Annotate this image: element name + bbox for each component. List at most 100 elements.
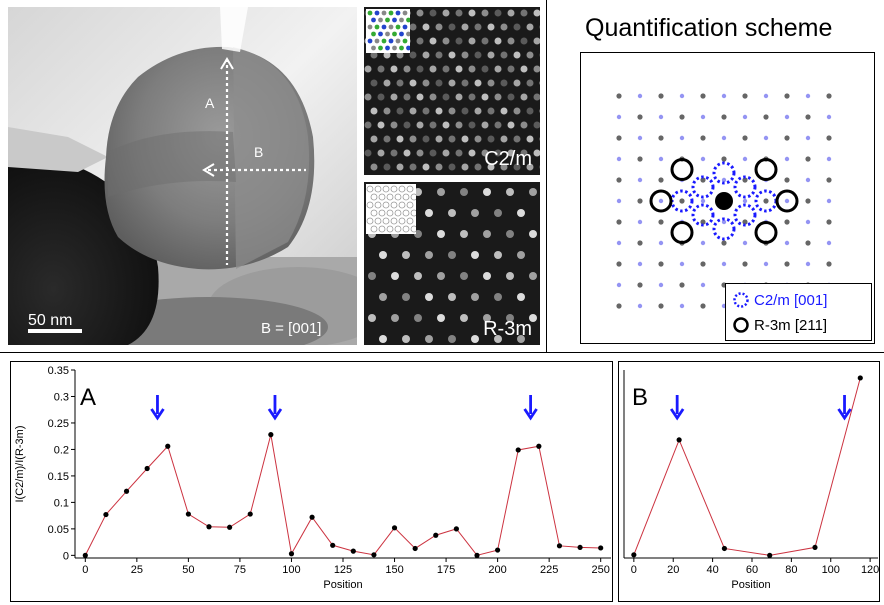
lattice-spot <box>826 261 832 267</box>
fft-spot <box>391 272 399 280</box>
lattice-spot <box>700 135 706 141</box>
lattice-spot <box>784 261 790 267</box>
fft-spot <box>539 165 540 169</box>
fft-spot <box>507 93 515 101</box>
fft-spot <box>520 149 528 157</box>
fft-spot <box>507 149 515 157</box>
fft-spot <box>474 79 482 87</box>
atom <box>402 38 408 44</box>
fft-spot <box>414 188 422 196</box>
y-axis-label: I(C2/m)/I(R-3m) <box>14 426 26 503</box>
central-beam <box>715 192 733 210</box>
fft-spot <box>422 163 430 171</box>
x-tick-label: 100 <box>282 564 300 576</box>
fft-spot <box>494 251 502 259</box>
scheme-panel: C2/m [001] R-3m [211] <box>580 52 875 344</box>
x-tick-label: 100 <box>822 564 840 576</box>
fft-spot <box>483 188 491 196</box>
scale-bar <box>28 329 82 333</box>
lattice-spot <box>742 93 748 99</box>
lattice-spot <box>721 93 727 99</box>
panel-label: A <box>80 384 96 411</box>
fft-spot <box>494 37 502 45</box>
fft-spot <box>513 107 521 115</box>
atom <box>370 193 378 201</box>
fft-spot <box>460 272 468 280</box>
fft-spot <box>533 93 540 101</box>
atom <box>406 185 414 193</box>
fft-spot <box>429 93 437 101</box>
fft-spot <box>506 230 514 238</box>
fft-spot <box>402 335 410 343</box>
fft-spot <box>390 93 398 101</box>
atom <box>374 217 382 225</box>
panel-label: B <box>632 384 648 411</box>
fft-spot <box>520 121 528 129</box>
fft-spot <box>461 23 469 31</box>
atom <box>395 10 401 16</box>
fft-spot <box>435 23 443 31</box>
fft-spot <box>425 335 433 343</box>
lattice-spot <box>826 198 832 204</box>
highlight-arrow <box>150 395 165 421</box>
lattice-spot <box>721 156 727 162</box>
lattice-spot <box>721 114 727 120</box>
fft-spot <box>442 37 450 45</box>
atom <box>402 193 410 201</box>
c2m-structure-inset <box>366 9 411 53</box>
y-tick-label: 0.3 <box>54 391 69 403</box>
fft-spot <box>425 251 433 259</box>
fft-spot <box>526 107 534 115</box>
lattice-spot <box>700 156 706 162</box>
data-point <box>412 545 418 552</box>
lattice-spot <box>679 282 685 288</box>
y-tick-label: 0.2 <box>54 444 69 456</box>
fft-panel-r3m: R-3m <box>364 182 540 345</box>
fft-spot <box>487 51 495 59</box>
lattice-spot <box>637 198 643 204</box>
atom <box>394 193 402 201</box>
fft-spot <box>383 135 391 143</box>
fft-spot <box>370 135 378 143</box>
fft-spot <box>422 79 430 87</box>
fft-spot <box>435 135 443 143</box>
fft-spot <box>500 107 508 115</box>
fft-spot <box>507 37 515 45</box>
fft-spot <box>448 293 456 301</box>
atom <box>381 10 387 16</box>
fft-spot <box>370 163 378 171</box>
lattice-spot <box>742 135 748 141</box>
fft-spot <box>529 230 537 238</box>
atom <box>366 201 374 209</box>
fft-spot <box>437 230 445 238</box>
fft-spot <box>448 107 456 115</box>
atom <box>406 217 414 225</box>
atom <box>398 185 406 193</box>
lattice-spot <box>826 135 832 141</box>
atom <box>398 217 406 225</box>
fft-spot <box>414 314 422 322</box>
fft-spot <box>461 135 469 143</box>
diffraction-scheme <box>616 93 832 309</box>
data-point <box>495 547 501 553</box>
atom <box>390 185 398 193</box>
lattice-spot <box>763 198 769 204</box>
fft-spot <box>507 65 515 73</box>
atom <box>382 185 390 193</box>
fft-spot <box>377 93 385 101</box>
lattice-spot <box>679 135 685 141</box>
fft-spot <box>471 335 479 343</box>
fft-spot <box>468 149 476 157</box>
lattice-spot <box>742 261 748 267</box>
lattice-spot <box>763 93 769 99</box>
fft-spot <box>442 121 450 129</box>
fft-spot <box>468 37 476 45</box>
fft-spot <box>494 93 502 101</box>
fft-spot <box>513 135 521 143</box>
lattice-spot <box>826 93 832 99</box>
x-tick-label: 225 <box>540 564 558 576</box>
fft-spot <box>474 135 482 143</box>
r3m-structure-inset <box>366 184 418 234</box>
lattice-spot <box>805 261 811 267</box>
fft-spot <box>533 121 540 129</box>
